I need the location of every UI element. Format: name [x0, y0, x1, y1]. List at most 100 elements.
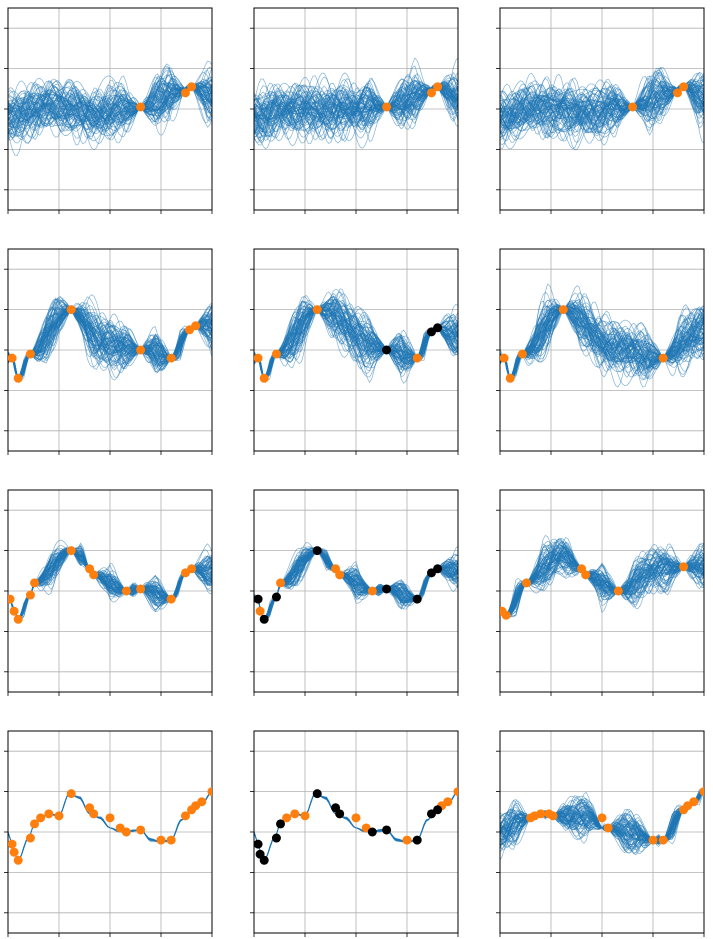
subplot-r2c3: [496, 248, 705, 455]
observed-point: [136, 102, 146, 112]
observed-point: [66, 305, 76, 315]
highlighted-point: [412, 835, 422, 845]
observed-point: [271, 349, 281, 359]
observed-point: [66, 789, 76, 799]
observed-points: [254, 305, 422, 383]
observed-points: [382, 82, 443, 112]
sample-curve: [254, 83, 458, 130]
sample-curve: [8, 308, 212, 379]
observed-point: [433, 82, 443, 92]
highlighted-point: [312, 789, 322, 799]
observed-point: [8, 594, 15, 604]
observed-point: [8, 353, 17, 363]
observed-point: [312, 305, 322, 315]
observed-points: [8, 787, 212, 865]
observed-point: [180, 88, 190, 98]
highlighted-point: [433, 805, 443, 815]
observed-points: [500, 562, 689, 620]
sample-curve: [500, 300, 704, 379]
highlighted-point: [271, 592, 281, 602]
sample-curve: [8, 308, 212, 379]
sample-curve: [254, 299, 458, 380]
highlighted-point: [367, 827, 377, 837]
observed-point: [426, 88, 436, 98]
sample-curve: [500, 85, 704, 125]
sample-curves: [8, 294, 212, 381]
highlighted-point: [259, 614, 269, 624]
highlighted-point: [412, 594, 422, 604]
sample-curve: [8, 81, 212, 141]
observed-point: [259, 373, 269, 383]
observed-point: [628, 102, 638, 112]
observed-point: [187, 564, 197, 574]
sample-curve: [8, 67, 212, 156]
observed-point: [166, 835, 176, 845]
sample-curve: [254, 80, 458, 124]
observed-point: [351, 813, 361, 823]
observed-points: [526, 787, 704, 845]
subplot-r3c2: [250, 489, 459, 696]
observed-point: [30, 578, 40, 588]
sample-curve: [254, 75, 458, 141]
highlighted-point: [276, 819, 286, 829]
observed-point: [25, 833, 35, 843]
highlighted-point: [271, 833, 281, 843]
observed-point: [581, 570, 591, 580]
observed-point: [501, 610, 511, 620]
subplot-r2c1: [4, 248, 213, 455]
sample-curve: [254, 306, 458, 378]
observed-point: [89, 809, 99, 819]
observed-point: [13, 373, 23, 383]
sample-curve: [254, 309, 458, 378]
sample-curve: [8, 545, 212, 620]
sample-curve: [254, 307, 458, 379]
observed-point: [412, 353, 422, 363]
sample-curve: [254, 550, 458, 620]
sample-curve: [500, 554, 704, 616]
sample-curves: [500, 534, 704, 619]
sample-curve: [254, 85, 458, 142]
observed-point: [9, 847, 19, 857]
sample-curve: [254, 308, 458, 379]
observed-point: [282, 813, 292, 823]
observed-point: [648, 835, 658, 845]
highlighted-point: [433, 323, 443, 333]
observed-point: [402, 835, 412, 845]
sample-curves: [254, 288, 458, 384]
observed-point: [276, 578, 286, 588]
sample-curves: [500, 283, 704, 388]
observed-point: [255, 606, 265, 616]
sample-curve: [500, 309, 704, 378]
sample-curve: [500, 283, 704, 381]
observed-point: [536, 809, 546, 819]
sample-curves: [500, 66, 704, 151]
highlighted-point: [254, 594, 263, 604]
observed-point: [254, 353, 263, 363]
highlighted-point: [259, 855, 269, 865]
subplot-r1c1: [4, 7, 213, 214]
sample-curve: [500, 542, 704, 616]
highlighted-points: [254, 789, 443, 865]
sample-curve: [8, 550, 212, 620]
observed-point: [54, 811, 64, 821]
sample-curve: [500, 538, 704, 616]
sample-curve: [254, 550, 458, 620]
observed-point: [8, 839, 17, 849]
subplot-r4c2: [250, 730, 459, 937]
sample-curves: [8, 539, 212, 621]
observed-point: [613, 586, 623, 596]
sample-curve: [500, 86, 704, 118]
observed-point: [335, 570, 345, 580]
subplot-r3c1: [4, 489, 213, 696]
observed-point: [197, 797, 207, 807]
sample-curve: [500, 82, 704, 138]
sample-curve: [500, 293, 704, 388]
sample-curve: [500, 86, 704, 125]
observed-point: [558, 305, 568, 315]
sample-curves: [254, 542, 458, 621]
observed-point: [300, 811, 310, 821]
sample-curve: [254, 82, 458, 141]
observed-point: [187, 82, 197, 92]
sample-curve: [8, 80, 212, 127]
observed-point: [658, 353, 668, 363]
